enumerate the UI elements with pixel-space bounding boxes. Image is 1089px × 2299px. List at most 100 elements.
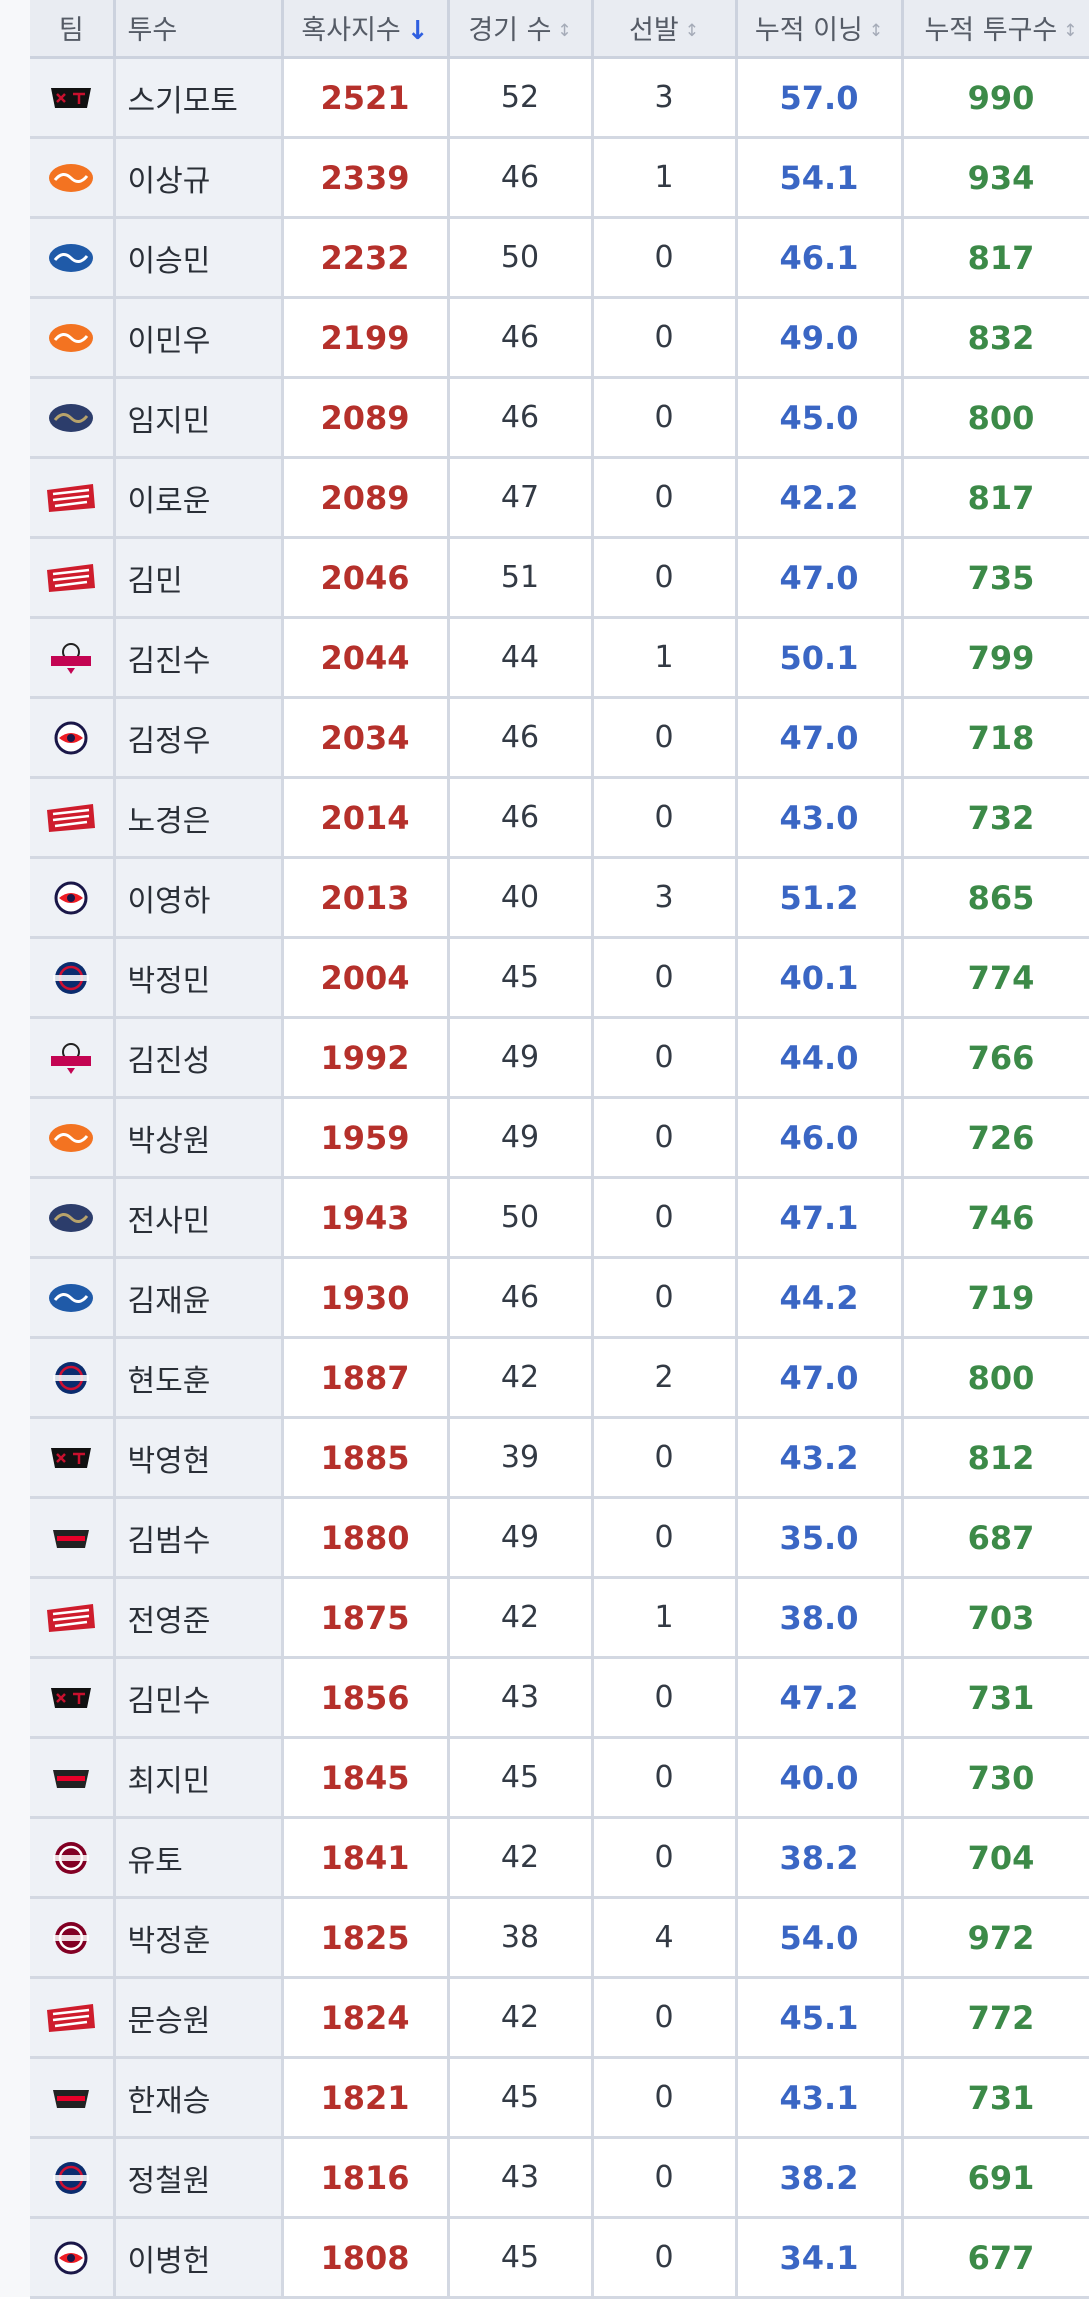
- pitcher-name[interactable]: 이상규: [114, 137, 284, 219]
- team-cell: [30, 537, 116, 619]
- games-value: 42: [448, 1817, 594, 1899]
- overuse-index-value: 2521: [282, 57, 450, 139]
- pitcher-name[interactable]: 이승민: [114, 217, 284, 299]
- pitches-value: 990: [902, 57, 1089, 139]
- overuse-index-value: 2013: [282, 857, 450, 939]
- pitches-value: 865: [902, 857, 1089, 939]
- pitcher-name[interactable]: 김민: [114, 537, 284, 619]
- starts-value: 0: [592, 217, 738, 299]
- pitches-value: 799: [902, 617, 1089, 699]
- pitcher-name[interactable]: 한재승: [114, 2057, 284, 2139]
- overuse-index-value: 2004: [282, 937, 450, 1019]
- pitcher-name[interactable]: 정철원: [114, 2137, 284, 2219]
- innings-value: 54.0: [736, 1897, 904, 1979]
- starts-value: 2: [592, 1337, 738, 1419]
- twins-logo-icon: [43, 1039, 99, 1074]
- team-cell: [30, 1257, 116, 1339]
- column-header-overuse-index[interactable]: 혹사지수 ↓: [282, 0, 450, 59]
- innings-value: 34.1: [736, 2217, 904, 2299]
- pitcher-name[interactable]: 유토: [114, 1817, 284, 1899]
- sort-desc-arrow-icon[interactable]: ↓: [406, 16, 429, 46]
- pitcher-name[interactable]: 전영준: [114, 1577, 284, 1659]
- pitcher-name[interactable]: 이병헌: [114, 2217, 284, 2299]
- pitcher-name[interactable]: 최지민: [114, 1737, 284, 1819]
- pitcher-name[interactable]: 김진성: [114, 1017, 284, 1099]
- pitches-value: 772: [902, 1977, 1089, 2059]
- pitches-value: 746: [902, 1177, 1089, 1259]
- pitcher-name[interactable]: 박영현: [114, 1417, 284, 1499]
- sort-both-arrow-icon[interactable]: ↕: [868, 21, 884, 41]
- table-row: 박영현 1885 39 0 43.2 812: [30, 1417, 1089, 1499]
- eagles-logo-icon: [43, 159, 99, 194]
- games-value: 50: [448, 1177, 594, 1259]
- overuse-index-value: 1825: [282, 1897, 450, 1979]
- pitcher-name[interactable]: 문승원: [114, 1977, 284, 2059]
- sort-both-arrow-icon[interactable]: ↕: [1063, 21, 1078, 41]
- table-row: 이병헌 1808 45 0 34.1 677: [30, 2217, 1089, 2299]
- table-row: 이상규 2339 46 1 54.1 934: [30, 137, 1089, 219]
- games-value: 46: [448, 297, 594, 379]
- column-header-innings[interactable]: 누적 이닝 ↕: [736, 0, 904, 59]
- starts-value: 0: [592, 2137, 738, 2219]
- heroes-logo-icon: [43, 1919, 99, 1954]
- sort-both-arrow-icon[interactable]: ↕: [684, 21, 699, 41]
- overuse-index-value: 1887: [282, 1337, 450, 1419]
- table-row: 김민 2046 51 0 47.0 735: [30, 537, 1089, 619]
- eagles-logo-icon: [43, 1119, 99, 1154]
- pitcher-name[interactable]: 김재윤: [114, 1257, 284, 1339]
- games-value: 49: [448, 1497, 594, 1579]
- pitcher-name[interactable]: 박상원: [114, 1097, 284, 1179]
- table-row: 김재윤 1930 46 0 44.2 719: [30, 1257, 1089, 1339]
- column-header-label: 혹사지수: [301, 14, 401, 46]
- innings-value: 44.0: [736, 1017, 904, 1099]
- team-cell: [30, 1977, 116, 2059]
- pitcher-name[interactable]: 김민수: [114, 1657, 284, 1739]
- games-value: 38: [448, 1897, 594, 1979]
- pitcher-name[interactable]: 전사민: [114, 1177, 284, 1259]
- pitcher-name[interactable]: 스기모토: [114, 57, 284, 139]
- landers-logo-icon: [43, 559, 99, 594]
- pitcher-name[interactable]: 김범수: [114, 1497, 284, 1579]
- pitcher-name[interactable]: 이영하: [114, 857, 284, 939]
- innings-value: 38.2: [736, 1817, 904, 1899]
- overuse-index-value: 2199: [282, 297, 450, 379]
- table-row: 박상원 1959 49 0 46.0 726: [30, 1097, 1089, 1179]
- pitches-value: 766: [902, 1017, 1089, 1099]
- pitcher-name[interactable]: 김정우: [114, 697, 284, 779]
- table-row: 이승민 2232 50 0 46.1 817: [30, 217, 1089, 299]
- innings-value: 47.0: [736, 1337, 904, 1419]
- team-cell: [30, 1737, 116, 1819]
- games-value: 49: [448, 1097, 594, 1179]
- innings-value: 47.1: [736, 1177, 904, 1259]
- pitcher-name[interactable]: 박정민: [114, 937, 284, 1019]
- sort-both-arrow-icon[interactable]: ↕: [557, 21, 572, 41]
- pitcher-name[interactable]: 이민우: [114, 297, 284, 379]
- overuse-index-value: 1885: [282, 1417, 450, 1499]
- table-row: 이민우 2199 46 0 49.0 832: [30, 297, 1089, 379]
- pitcher-name[interactable]: 김진수: [114, 617, 284, 699]
- games-value: 43: [448, 2137, 594, 2219]
- column-header-starts[interactable]: 선발 ↕: [592, 0, 738, 59]
- table-row: 한재승 1821 45 0 43.1 731: [30, 2057, 1089, 2139]
- column-header-pitches[interactable]: 누적 투구수 ↕: [902, 0, 1089, 59]
- tigers-logo-icon: [43, 1519, 99, 1554]
- team-cell: [30, 297, 116, 379]
- pitcher-name[interactable]: 박정훈: [114, 1897, 284, 1979]
- overuse-index-value: 1845: [282, 1737, 450, 1819]
- pitcher-name[interactable]: 현도훈: [114, 1337, 284, 1419]
- team-cell: [30, 2137, 116, 2219]
- overuse-index-value: 2089: [282, 377, 450, 459]
- pitches-value: 817: [902, 217, 1089, 299]
- overuse-index-value: 2232: [282, 217, 450, 299]
- pitcher-name[interactable]: 이로운: [114, 457, 284, 539]
- overuse-index-value: 1930: [282, 1257, 450, 1339]
- innings-value: 45.1: [736, 1977, 904, 2059]
- pitcher-name[interactable]: 임지민: [114, 377, 284, 459]
- column-header-pitcher: 투수: [114, 0, 284, 59]
- table-row: 노경은 2014 46 0 43.0 732: [30, 777, 1089, 859]
- innings-value: 49.0: [736, 297, 904, 379]
- column-header-games[interactable]: 경기 수 ↕: [448, 0, 594, 59]
- dinos-logo-icon: [43, 1199, 99, 1234]
- games-value: 42: [448, 1577, 594, 1659]
- pitcher-name[interactable]: 노경은: [114, 777, 284, 859]
